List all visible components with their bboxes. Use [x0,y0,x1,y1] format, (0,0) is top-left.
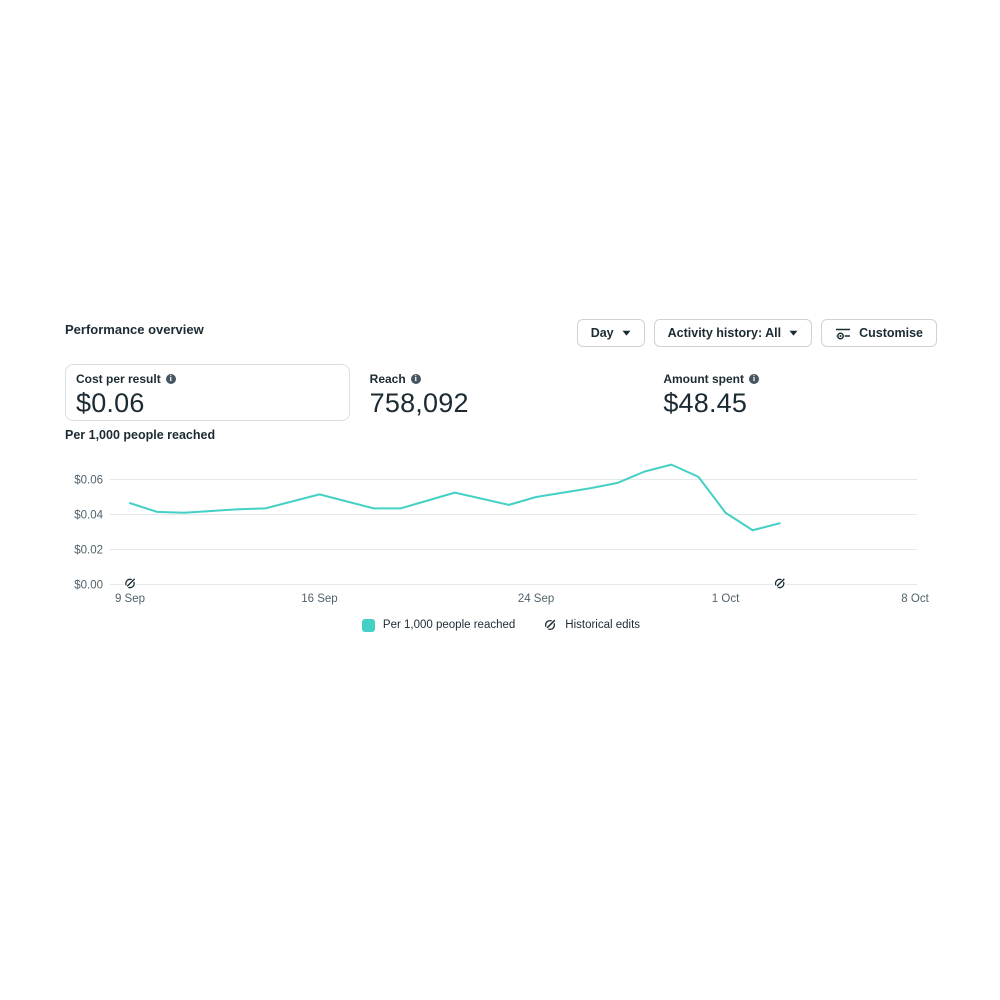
historical-edit-marker[interactable] [123,577,137,590]
performance-overview-panel: Performance overview Day Activity histor… [65,315,937,632]
activity-history-label: Activity history: All [667,326,782,340]
metric-card-cost-per-result[interactable]: Cost per result i $0.06 [65,364,350,421]
caret-down-icon [789,330,798,336]
metrics-row: Cost per result i $0.06 Reach i 758,092 … [65,364,937,421]
performance-chart: $0.06 $0.04 $0.02 $0.00 9 Sep 16 Sep 24 Sep 1 O… [74,463,930,605]
info-icon[interactable]: i [165,374,176,384]
legend-label: Per 1,000 people reached [382,619,516,631]
y-axis-label: $0.06 [74,475,103,487]
metric-card-reach[interactable]: Reach i 758,092 [358,364,644,421]
metric-value: 758,092 [369,388,469,418]
metric-label-text: Cost per result [76,372,161,386]
x-axis-label: 9 Sep [115,593,145,605]
metric-label-text: Amount spent [663,372,744,386]
legend-item-per-1000-reached: Per 1,000 people reached [361,618,516,632]
metric-value: $0.06 [76,388,145,418]
historical-edits-icon [543,618,557,632]
x-axis-label: 16 Sep [301,593,337,605]
caret-down-icon [622,330,631,336]
metric-label-text: Reach [369,372,406,386]
date-granularity-button[interactable]: Day [576,319,645,347]
x-axis-label: 24 Sep [518,593,554,605]
chart-legend: Per 1,000 people reached Historical edit… [65,618,937,632]
customise-icon [835,325,851,341]
info-icon[interactable]: i [749,374,759,384]
chart-controls: Day Activity history: All [576,319,937,347]
x-axis-label: 1 Oct [712,593,740,605]
info-icon[interactable]: i [410,374,421,384]
customise-button[interactable]: Customise [821,319,937,347]
panel-header: Performance overview Day Activity histor… [65,315,937,364]
y-axis-label: $0.04 [74,510,103,522]
chart-section-label: Per 1,000 people reached [65,428,216,442]
date-granularity-label: Day [590,326,614,340]
metric-label: Reach i [370,372,633,386]
series-swatch-icon [361,618,375,632]
metric-card-amount-spent[interactable]: Amount spent i $48.45 [652,364,937,421]
historical-edit-marker[interactable] [773,577,787,590]
y-axis-label: $0.00 [74,580,103,592]
chart-line-per-1000-reached [129,463,781,532]
metric-label: Cost per result i [76,372,339,386]
legend-label: Historical edits [565,619,641,631]
x-axis-label: 8 Oct [901,593,929,605]
metric-value: $48.45 [663,388,748,418]
panel-title: Performance overview [65,322,204,337]
y-axis-label: $0.02 [74,545,103,557]
legend-item-historical-edits: Historical edits [543,618,640,632]
metric-label: Amount spent i [663,372,926,386]
customise-label: Customise [859,326,923,340]
activity-history-button[interactable]: Activity history: All [653,319,813,347]
